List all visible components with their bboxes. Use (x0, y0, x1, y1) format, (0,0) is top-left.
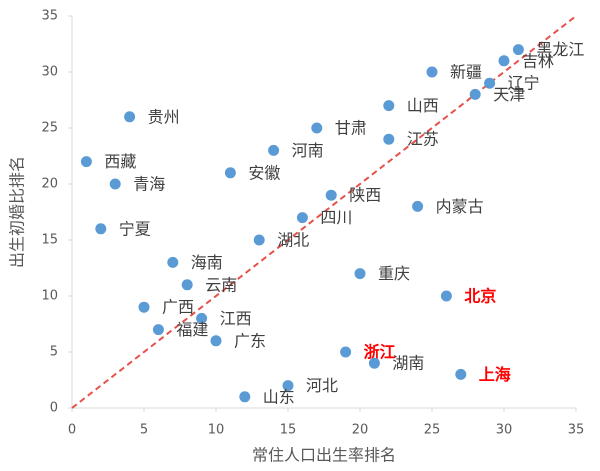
point-label: 江苏 (407, 130, 439, 149)
point (498, 55, 510, 67)
point (181, 279, 193, 291)
x-tick-label: 0 (68, 423, 76, 438)
y-tick-label: 30 (41, 65, 58, 80)
point (167, 256, 179, 268)
point (383, 133, 395, 145)
point-label: 浙江 (364, 343, 396, 362)
point (224, 167, 236, 179)
x-tick-label: 5 (140, 423, 148, 438)
y-tick-label: 25 (41, 121, 58, 136)
point-label: 西藏 (104, 152, 136, 171)
point-label: 河北 (306, 376, 338, 395)
point-label: 贵州 (148, 107, 180, 126)
x-tick-label: 30 (496, 423, 513, 438)
point-label: 四川 (320, 208, 352, 227)
point-label: 上海 (479, 365, 511, 384)
y-tick-label: 20 (41, 177, 58, 192)
point (325, 189, 337, 201)
point-label: 云南 (205, 275, 237, 294)
point (253, 234, 265, 246)
y-tick-label: 10 (41, 289, 58, 304)
point-label: 北京 (464, 287, 496, 306)
x-tick-label: 15 (280, 423, 297, 438)
point (210, 335, 222, 347)
point (426, 66, 438, 78)
point (296, 212, 308, 224)
point (282, 380, 294, 392)
point (484, 77, 496, 89)
point (340, 346, 352, 358)
y-tick-label: 0 (50, 401, 58, 416)
x-tick-label: 35 (568, 423, 585, 438)
point (412, 200, 424, 212)
point-label: 海南 (191, 253, 223, 272)
point-label: 青海 (133, 175, 165, 194)
y-tick-label: 35 (41, 9, 58, 24)
x-tick-label: 25 (424, 423, 441, 438)
point-label: 山东 (263, 387, 295, 406)
point-label: 重庆 (378, 264, 410, 283)
point-label: 内蒙古 (436, 197, 484, 216)
point-label: 安徽 (248, 163, 280, 182)
point (469, 88, 481, 100)
point (239, 391, 251, 403)
point-label: 湖南 (392, 354, 424, 373)
point-label: 福建 (176, 320, 208, 339)
y-tick-label: 15 (41, 233, 58, 248)
x-tick-label: 20 (352, 423, 369, 438)
point (440, 290, 452, 302)
point (455, 368, 467, 380)
point (152, 324, 164, 336)
y-tick-label: 5 (50, 345, 58, 360)
point (196, 312, 208, 324)
point-label: 广西 (162, 298, 194, 317)
point-label: 新疆 (450, 63, 482, 82)
point (268, 144, 280, 156)
point (368, 357, 380, 369)
point (354, 268, 366, 280)
point (109, 178, 121, 190)
point (80, 156, 92, 168)
x-axis-title: 常住人口出生率排名 (252, 446, 396, 465)
point-label: 宁夏 (119, 219, 151, 238)
point (512, 44, 524, 56)
point (383, 100, 395, 112)
point-label: 湖北 (277, 231, 309, 250)
x-tick-label: 10 (208, 423, 225, 438)
point-label: 江西 (220, 309, 252, 328)
point-label: 辽宁 (508, 74, 540, 93)
point-label: 广东 (234, 331, 266, 350)
point-label: 河南 (292, 141, 324, 160)
y-axis-title: 出生初婚比排名 (8, 156, 27, 268)
point-label: 黑龙江 (536, 40, 584, 59)
point-label: 山西 (407, 96, 439, 115)
point (138, 301, 150, 313)
point-label: 天津 (493, 85, 525, 104)
point-label: 吉林 (522, 51, 554, 70)
point-label: 陕西 (349, 186, 381, 205)
point (311, 122, 323, 134)
point-label: 甘肃 (335, 119, 367, 138)
point (124, 111, 136, 123)
point (95, 223, 107, 235)
